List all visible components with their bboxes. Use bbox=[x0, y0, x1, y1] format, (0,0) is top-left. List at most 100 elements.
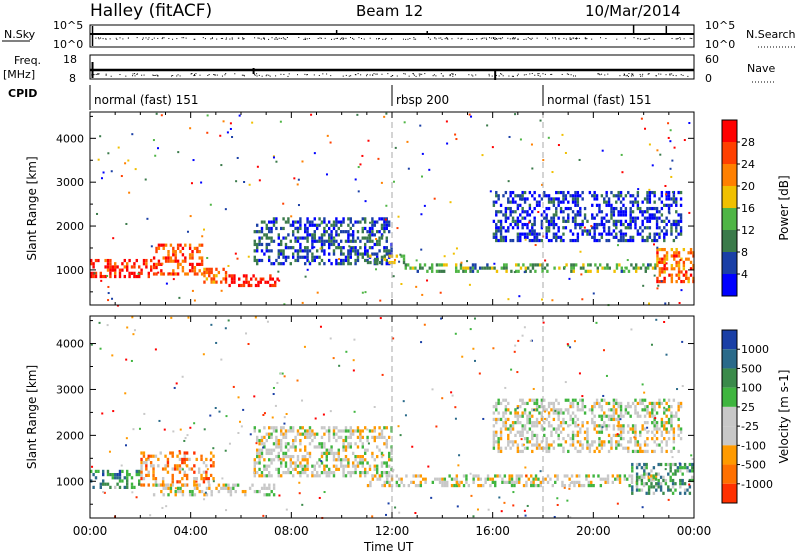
data-cell bbox=[511, 427, 515, 431]
data-cell bbox=[665, 430, 668, 434]
scatter-cell bbox=[690, 454, 693, 457]
nave-dot bbox=[304, 73, 306, 75]
data-cell bbox=[672, 414, 676, 418]
data-cell bbox=[576, 440, 580, 444]
data-cell bbox=[595, 222, 599, 227]
data-cell bbox=[255, 470, 259, 475]
data-cell bbox=[593, 197, 596, 201]
nave-dot bbox=[442, 75, 444, 77]
data-cell bbox=[631, 216, 635, 220]
data-cell bbox=[578, 483, 581, 488]
nave-dot bbox=[256, 75, 258, 77]
scatter-cell bbox=[469, 328, 472, 331]
data-cell bbox=[428, 266, 431, 270]
nsearch-dot bbox=[95, 37, 97, 39]
data-cell bbox=[270, 226, 273, 231]
data-cell bbox=[255, 258, 259, 263]
data-cell bbox=[630, 477, 634, 481]
scatter-cell bbox=[254, 316, 257, 319]
data-cell bbox=[514, 222, 517, 227]
data-cell bbox=[159, 483, 162, 487]
scatter-cell bbox=[384, 218, 387, 221]
data-cell bbox=[198, 269, 201, 273]
data-cell bbox=[610, 190, 613, 195]
data-cell bbox=[665, 421, 668, 425]
scatter-cell bbox=[100, 279, 103, 282]
data-cell bbox=[688, 469, 692, 473]
data-cell bbox=[526, 222, 529, 227]
data-cell bbox=[371, 226, 374, 231]
data-cell bbox=[287, 217, 290, 221]
scatter-cell bbox=[664, 184, 667, 187]
data-cell bbox=[674, 469, 677, 473]
scatter-cell bbox=[511, 220, 514, 223]
data-cell bbox=[335, 451, 338, 455]
colorbar-swatch bbox=[722, 349, 737, 369]
nave-dot bbox=[207, 74, 209, 76]
data-cell bbox=[349, 435, 352, 439]
data-cell bbox=[167, 272, 170, 276]
scatter-cell bbox=[507, 180, 510, 183]
data-cell bbox=[547, 222, 551, 227]
scatter-cell bbox=[581, 298, 584, 301]
scatter-cell bbox=[283, 303, 286, 306]
data-cell bbox=[263, 220, 266, 224]
scatter-cell bbox=[688, 122, 691, 125]
data-cell bbox=[552, 411, 556, 415]
data-cell bbox=[311, 236, 314, 240]
data-cell bbox=[265, 233, 268, 237]
data-cell bbox=[655, 219, 659, 223]
data-cell bbox=[284, 246, 288, 250]
scatter-cell bbox=[154, 154, 157, 157]
data-cell bbox=[497, 398, 500, 402]
data-cell bbox=[388, 480, 391, 484]
data-cell bbox=[318, 236, 321, 240]
data-cell bbox=[247, 283, 251, 288]
scatter-cell bbox=[556, 503, 559, 506]
nave-dot bbox=[275, 75, 277, 77]
nsearch-dot bbox=[242, 37, 244, 39]
scatter-cell bbox=[466, 260, 469, 263]
nsearch-dot bbox=[525, 38, 527, 40]
data-cell bbox=[296, 220, 300, 224]
scatter-cell bbox=[225, 415, 228, 418]
data-cell bbox=[313, 435, 316, 439]
scatter-cell bbox=[452, 252, 455, 255]
data-cell bbox=[604, 477, 607, 481]
data-cell bbox=[253, 255, 256, 259]
data-cell bbox=[245, 277, 248, 281]
scatter-cell bbox=[435, 425, 438, 428]
data-cell bbox=[497, 443, 500, 447]
data-cell bbox=[152, 493, 156, 497]
data-cell bbox=[277, 470, 280, 475]
data-cell bbox=[502, 238, 505, 243]
data-cell bbox=[521, 401, 524, 406]
data-cell bbox=[646, 263, 650, 267]
data-cell bbox=[193, 246, 197, 250]
scatter-cell bbox=[569, 516, 572, 519]
data-cell bbox=[607, 424, 611, 428]
data-cell bbox=[509, 427, 512, 431]
data-cell bbox=[279, 474, 283, 478]
data-cell bbox=[183, 451, 186, 455]
data-cell bbox=[619, 430, 623, 434]
data-cell bbox=[442, 269, 446, 273]
nsearch-dot bbox=[531, 37, 533, 39]
nave-dot bbox=[517, 73, 519, 75]
data-cell bbox=[646, 408, 649, 412]
data-cell bbox=[166, 470, 170, 474]
nave-dot bbox=[357, 73, 359, 75]
data-cell bbox=[663, 437, 666, 441]
data-cell bbox=[499, 401, 503, 406]
scatter-cell bbox=[664, 468, 667, 471]
data-cell bbox=[576, 210, 580, 214]
scatter-cell bbox=[676, 388, 679, 391]
scatter-cell bbox=[172, 430, 175, 433]
nave-dot bbox=[491, 75, 493, 77]
data-cell bbox=[574, 194, 577, 198]
data-cell bbox=[679, 216, 683, 220]
data-cell bbox=[373, 429, 376, 433]
data-cell bbox=[277, 458, 280, 462]
data-cell bbox=[651, 190, 654, 195]
